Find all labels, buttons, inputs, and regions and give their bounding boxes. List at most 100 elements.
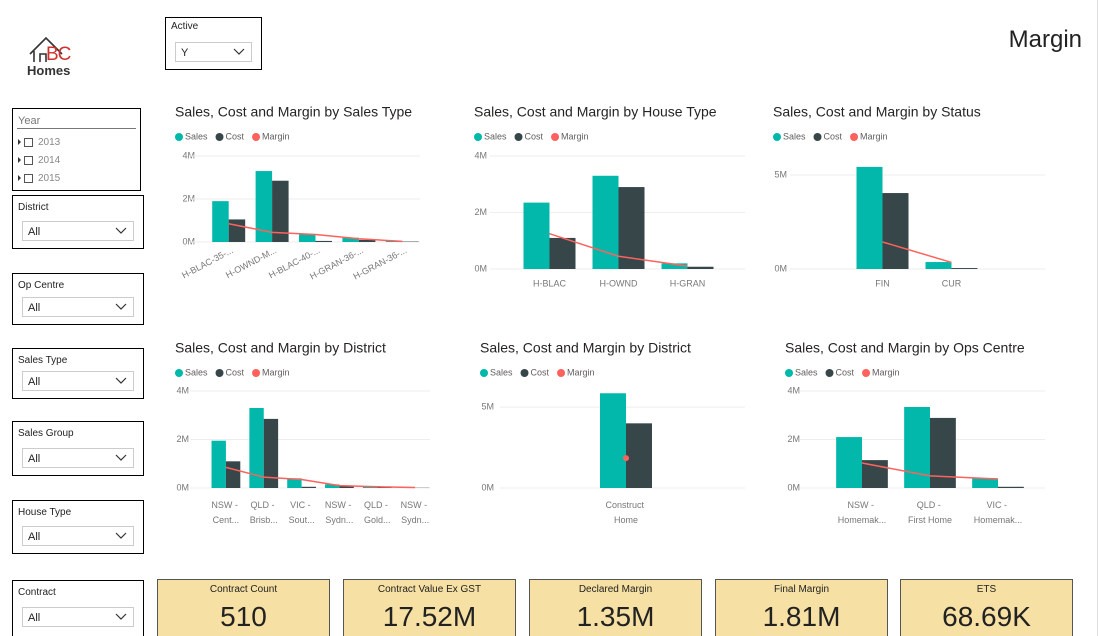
card-label: Contract Value Ex GST: [377, 584, 482, 595]
label-line: NSW -: [848, 500, 877, 510]
bar: [972, 478, 998, 488]
dropdown[interactable]: All: [22, 221, 134, 241]
legend-swatch: [480, 369, 488, 377]
year-item[interactable]: 2015: [18, 169, 60, 187]
year-item[interactable]: 2013: [18, 133, 60, 151]
slicer[interactable]: House Type All: [12, 500, 144, 554]
page-title: Margin: [1008, 26, 1082, 53]
legend-swatch: [215, 133, 224, 141]
label-line: NSW -: [325, 500, 354, 510]
chart-title: Sales, Cost and Margin by Sales Type: [175, 104, 412, 120]
dropdown[interactable]: All: [22, 297, 134, 317]
y-tick-label: 0M: [787, 482, 800, 492]
bar: [272, 180, 289, 242]
legend-swatch: [474, 133, 482, 141]
x-tick-label: Construct Home: [605, 500, 646, 525]
legend-swatch: [551, 133, 560, 141]
checkbox[interactable]: [24, 173, 33, 183]
y-tick-label: 2M: [474, 207, 487, 217]
dropdown-value: All: [28, 376, 41, 388]
slicer[interactable]: Sales Type All: [12, 348, 144, 399]
dropdown-value: Y: [181, 47, 189, 59]
expand-arrow: [18, 139, 21, 145]
dropdown-value: All: [28, 453, 41, 465]
dropdown[interactable]: All: [22, 526, 134, 546]
bar: [592, 175, 619, 269]
bar: [925, 262, 952, 269]
label-line: Sout...: [289, 515, 315, 525]
y-tick-label: 0M: [474, 263, 487, 273]
legend-label: Margin: [262, 367, 290, 377]
dropdown-value: All: [28, 531, 41, 543]
bar: [315, 240, 332, 242]
x-tick-label: QLD - First Home: [908, 500, 952, 525]
legend-label: Cost: [226, 131, 245, 141]
bar: [523, 202, 550, 269]
card-label: ETS: [976, 584, 997, 595]
label-line: Home: [614, 515, 638, 525]
label-line: Construct: [605, 500, 646, 510]
y-tick-label: 2M: [787, 434, 800, 444]
y-tick-label: 4M: [176, 385, 189, 395]
bar: [325, 484, 340, 488]
slicer[interactable]: Contract All: [12, 580, 144, 636]
legend-label: Cost: [531, 367, 550, 377]
chevron: [233, 48, 245, 55]
x-tick-label: NSW - Cent...: [211, 500, 240, 525]
legend-swatch: [813, 133, 822, 141]
chart-title: Sales, Cost and Margin by District: [175, 340, 386, 356]
bar: [661, 263, 688, 269]
slicer-label: Sales Group: [18, 428, 74, 439]
y-tick-label: 0M: [774, 263, 787, 273]
legend-swatch: [514, 133, 523, 141]
kpi-card: Contract Count 510: [157, 579, 330, 636]
bar: [225, 461, 241, 488]
legend-swatch: [773, 133, 781, 141]
divider: [17, 128, 136, 129]
legend-label: Sales: [490, 367, 513, 377]
card-label: Declared Margin: [578, 584, 653, 595]
right-edge: [1097, 0, 1098, 636]
label-line: NSW -: [401, 500, 430, 510]
y-tick-label: 5M: [774, 169, 787, 179]
legend-swatch: [252, 369, 261, 377]
x-tick-label: VIC - Homemak...: [974, 500, 1023, 525]
legend-swatch: [557, 369, 566, 377]
y-tick-label: 4M: [787, 385, 800, 395]
dropdown[interactable]: Y: [175, 42, 252, 62]
dropdown[interactable]: All: [22, 371, 134, 391]
bar: [211, 440, 226, 488]
slicer[interactable]: Sales Group All: [12, 421, 144, 476]
dropdown[interactable]: All: [22, 448, 134, 468]
legend-swatch: [825, 369, 834, 377]
bar: [228, 219, 246, 242]
label-line: Homemak...: [838, 515, 887, 525]
active-slicer[interactable]: Active Y: [165, 17, 262, 70]
legend-label: Cost: [525, 131, 544, 141]
year-item[interactable]: 2014: [18, 151, 60, 169]
checkbox[interactable]: [24, 155, 33, 165]
checkbox[interactable]: [24, 137, 33, 147]
legend-swatch: [850, 133, 859, 141]
y-tick-label: 0M: [182, 236, 195, 246]
slicer[interactable]: District All: [12, 195, 144, 249]
y-tick-label: 2M: [182, 193, 195, 203]
chevron: [115, 613, 127, 620]
chevron: [115, 532, 127, 539]
legend-label: Margin: [872, 367, 900, 377]
card-label: Final Margin: [773, 584, 830, 595]
bar: [255, 171, 273, 242]
chevron: [115, 227, 127, 234]
year-slicer[interactable]: Year 2013 2014 2015: [12, 108, 141, 191]
slicer[interactable]: Op Centre All: [12, 273, 144, 325]
legend-swatch: [252, 133, 261, 141]
dropdown[interactable]: All: [22, 607, 134, 627]
bar: [339, 486, 354, 488]
y-tick-label: 0M: [176, 482, 189, 492]
label-line: Gold...: [364, 515, 391, 525]
label-line: QLD -: [917, 500, 944, 510]
x-tick-label: FIN: [875, 278, 890, 288]
margin-line: [882, 241, 952, 264]
legend-label: Cost: [824, 131, 843, 141]
x-tick-label: QLD - Gold...: [364, 500, 391, 525]
